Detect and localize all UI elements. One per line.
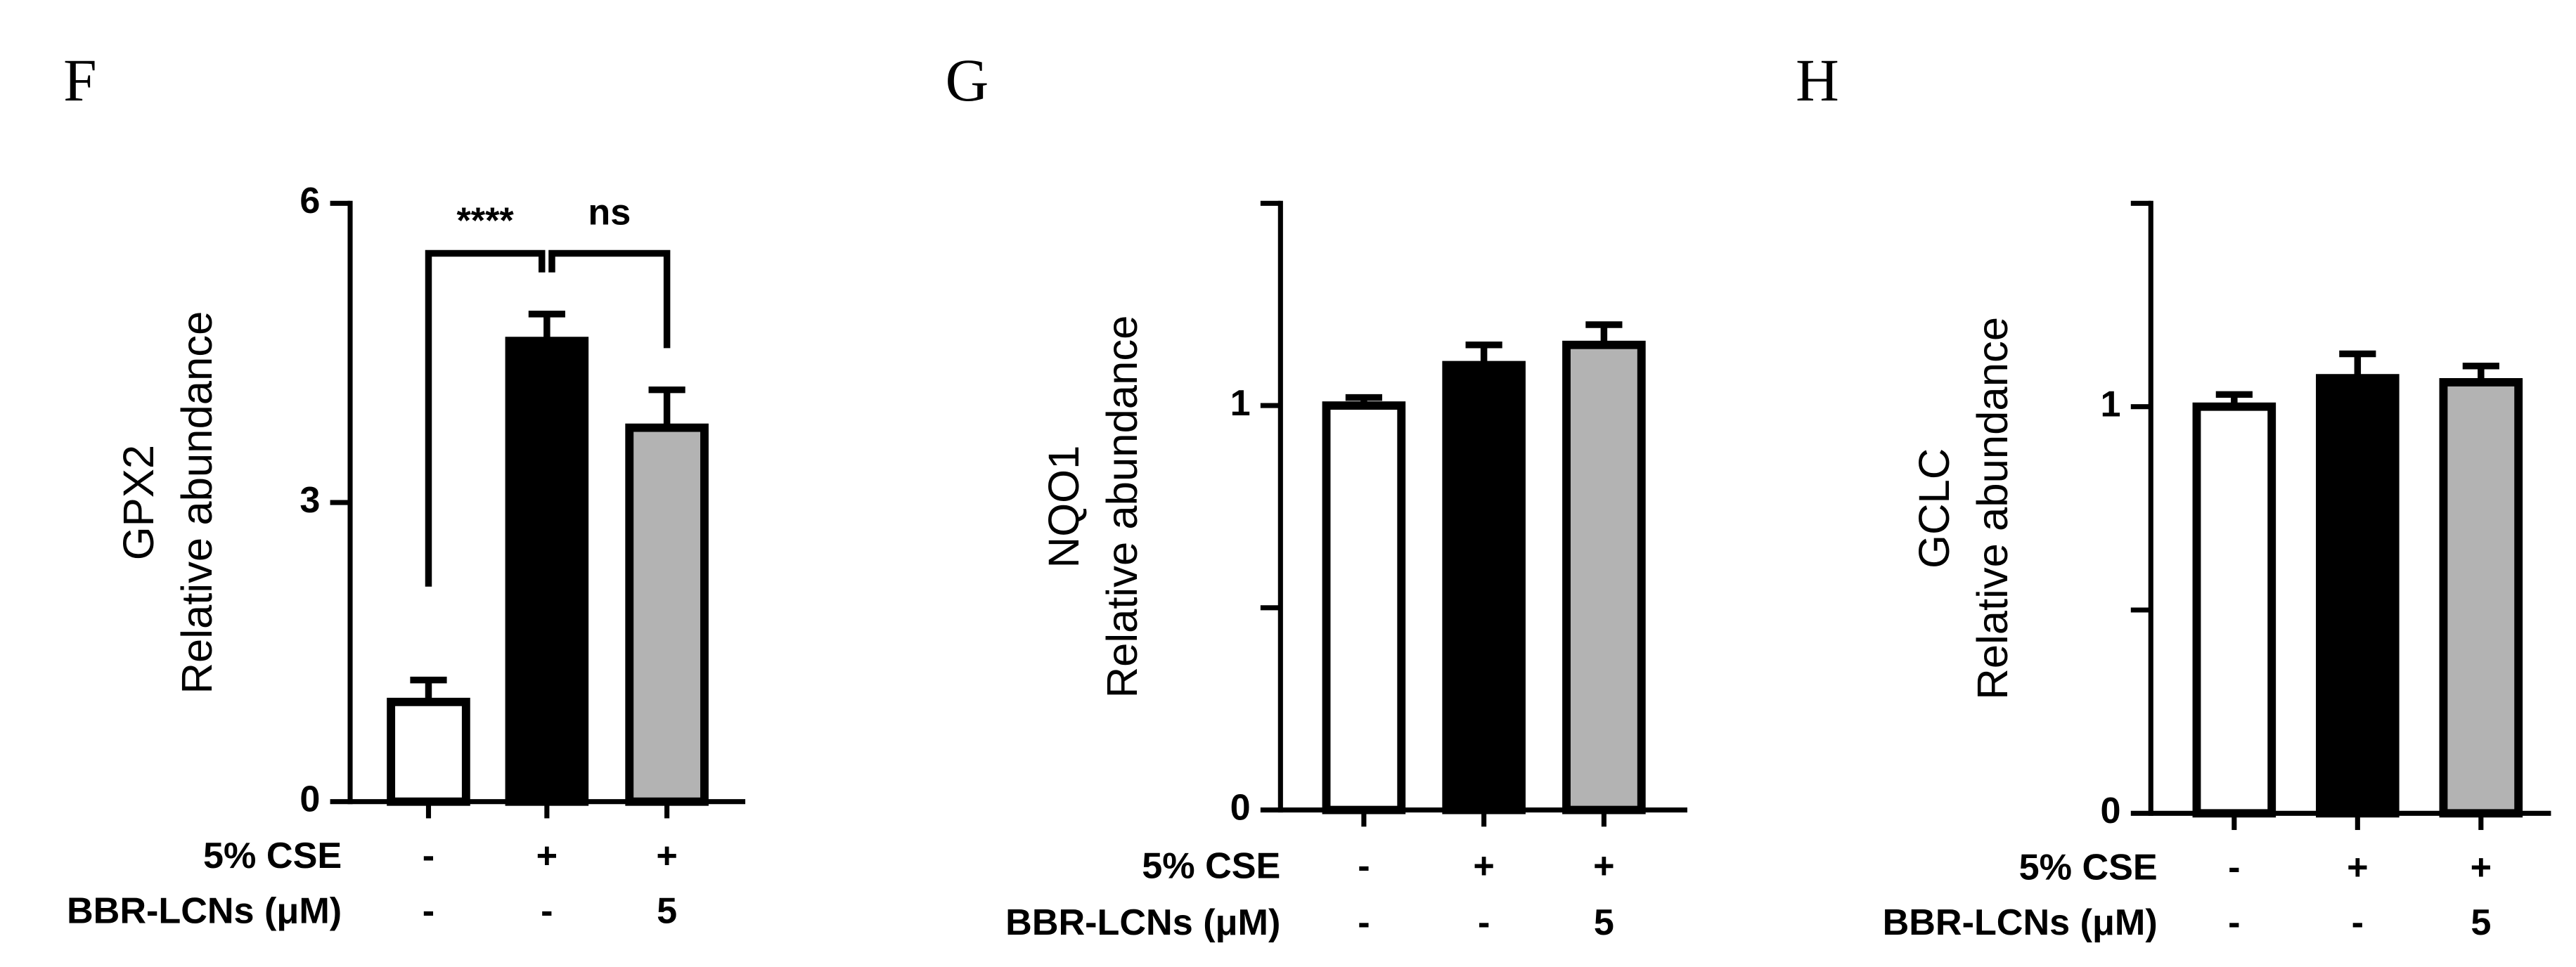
y-axis-label: Relative abundance <box>1969 317 2017 700</box>
significance-bracket <box>548 249 671 349</box>
condition-label: BBR-LCNs (μM) <box>1005 902 1280 943</box>
condition-label: BBR-LCNs (μM) <box>1883 902 2158 943</box>
condition-value: + <box>2471 848 2492 888</box>
bar <box>2192 402 2276 818</box>
significance-bracket <box>425 249 546 587</box>
y-axis-label: Relative abundance <box>173 311 221 694</box>
panel-letter: F <box>63 48 96 114</box>
y-tick-label: 3 <box>300 480 320 521</box>
condition-value: 5 <box>2471 902 2491 943</box>
bar <box>2439 378 2523 818</box>
condition-value: + <box>536 836 558 876</box>
condition-value: + <box>2347 848 2368 888</box>
y-axis-label: NQO1 <box>1040 446 1088 569</box>
y-tick-label: 1 <box>1230 383 1251 424</box>
bar <box>387 697 470 806</box>
panel-letter: G <box>946 48 989 114</box>
condition-value: - <box>541 890 553 931</box>
condition-value: - <box>2352 902 2364 943</box>
condition-value: - <box>1358 902 1370 943</box>
y-tick-label: 1 <box>2101 384 2121 424</box>
condition-label: 5% CSE <box>203 836 342 876</box>
condition-value: - <box>1358 845 1370 886</box>
condition-value: - <box>423 836 434 876</box>
bar <box>1442 361 1526 815</box>
bar <box>505 337 589 806</box>
y-tick-label: 0 <box>1230 787 1251 828</box>
y-tick-label: 0 <box>2101 791 2121 831</box>
condition-label: 5% CSE <box>1142 845 1280 886</box>
condition-value: 5 <box>1594 902 1614 943</box>
condition-value: + <box>1473 845 1494 886</box>
condition-value: + <box>1593 845 1614 886</box>
panel-letter: H <box>1796 48 1839 114</box>
bar <box>1562 340 1646 815</box>
bar <box>2316 374 2400 818</box>
condition-value: - <box>1478 902 1490 943</box>
condition-value: - <box>423 890 434 931</box>
condition-value: - <box>2228 848 2240 888</box>
condition-value: + <box>656 836 677 876</box>
condition-value: - <box>2228 902 2240 943</box>
y-axis-label: GCLC <box>1910 448 1959 569</box>
condition-value: 5 <box>657 890 677 931</box>
condition-label: BBR-LCNs (μM) <box>67 890 342 931</box>
y-tick-label: 6 <box>300 181 320 221</box>
y-axis-label: Relative abundance <box>1098 316 1147 699</box>
y-tick-label: 0 <box>300 779 320 820</box>
bar <box>1322 401 1406 815</box>
bar <box>625 423 709 806</box>
significance-label: **** <box>457 201 515 242</box>
condition-label: 5% CSE <box>2019 848 2158 888</box>
significance-label: ns <box>588 193 631 233</box>
y-axis-label: GPX2 <box>115 445 163 560</box>
